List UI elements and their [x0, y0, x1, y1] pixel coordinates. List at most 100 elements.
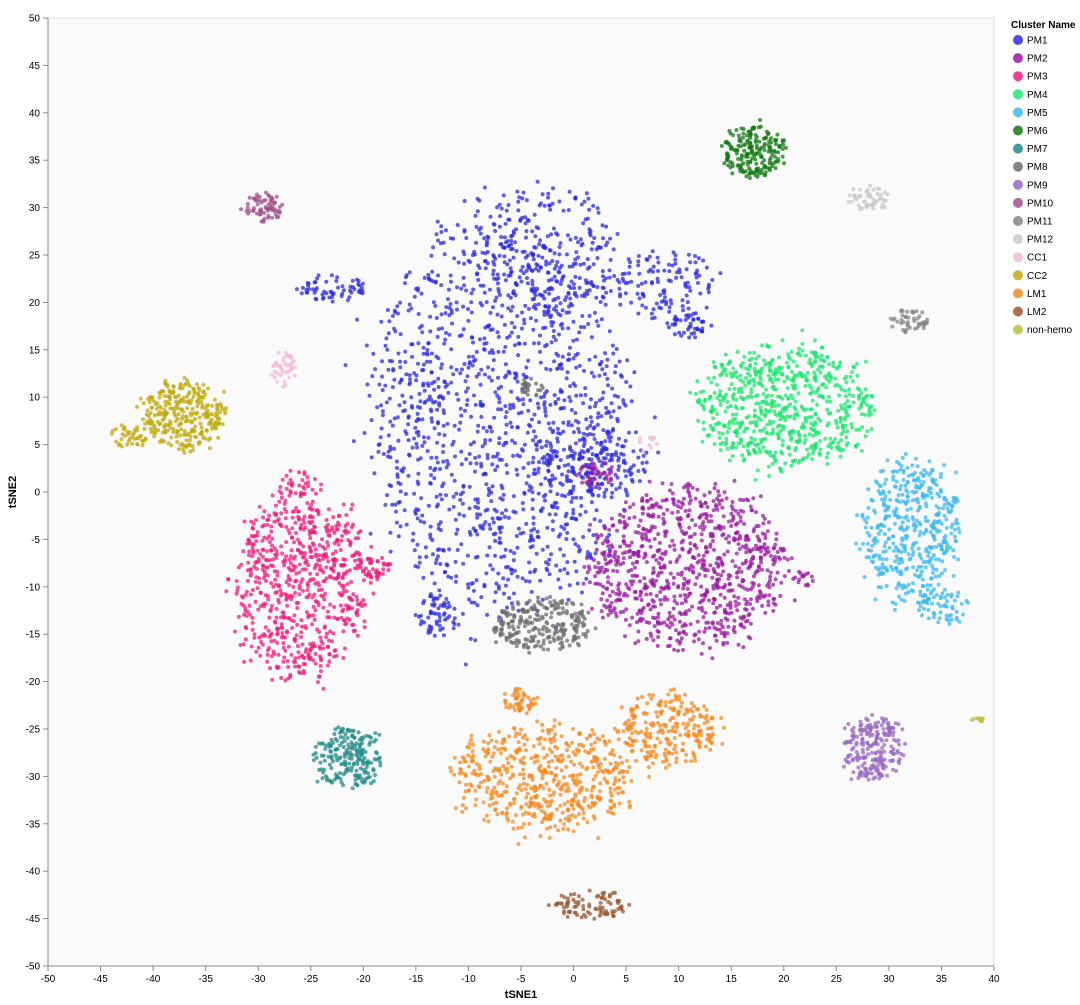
data-point [707, 433, 712, 437]
data-point [302, 486, 307, 491]
data-point [478, 337, 482, 342]
data-point [707, 625, 712, 630]
data-point [461, 327, 466, 332]
data-point [687, 608, 692, 613]
data-point [564, 376, 569, 381]
data-point [825, 461, 830, 466]
data-point [475, 429, 480, 434]
data-point [564, 295, 569, 300]
data-point [708, 563, 713, 568]
data-point [581, 261, 586, 266]
data-point [716, 489, 721, 494]
data-point [609, 465, 614, 469]
data-point [513, 240, 517, 245]
data-point [570, 466, 575, 471]
data-point [625, 585, 630, 590]
data-point [234, 579, 239, 583]
data-point [788, 414, 793, 419]
data-point [731, 421, 736, 426]
data-point [488, 287, 492, 292]
data-point [435, 407, 440, 412]
data-point [933, 574, 938, 579]
data-point [583, 278, 588, 283]
data-point [725, 549, 730, 554]
data-point [636, 639, 641, 644]
data-point [882, 481, 887, 486]
data-point [424, 359, 429, 364]
data-point [331, 631, 336, 636]
data-point [339, 538, 344, 543]
data-point [440, 626, 445, 631]
data-point [707, 646, 712, 650]
data-point [234, 591, 239, 596]
data-point [551, 329, 556, 333]
data-point [608, 236, 613, 241]
data-point [379, 403, 383, 408]
data-point [490, 327, 495, 332]
data-point [302, 472, 307, 477]
data-point [440, 484, 445, 489]
data-point [449, 380, 454, 385]
data-point [636, 629, 641, 634]
data-point [472, 249, 477, 254]
data-point [790, 459, 795, 464]
data-point [530, 268, 535, 273]
data-point [931, 533, 936, 538]
data-point [554, 454, 559, 459]
data-point [386, 367, 391, 372]
data-point [288, 468, 293, 473]
data-point [570, 303, 575, 308]
data-point [738, 519, 743, 524]
data-point [712, 442, 717, 447]
data-point [312, 592, 317, 597]
data-point [553, 476, 558, 481]
data-point [304, 610, 309, 615]
data-point [730, 507, 735, 512]
data-point [455, 527, 460, 532]
data-point [480, 444, 485, 449]
data-point [418, 456, 423, 461]
data-point [609, 482, 614, 487]
data-point [644, 450, 649, 455]
data-point [829, 445, 834, 450]
data-point [697, 629, 702, 634]
data-point [436, 376, 441, 381]
data-point [695, 399, 700, 404]
data-point [930, 495, 934, 500]
data-point [571, 282, 576, 287]
data-point [701, 553, 706, 558]
data-point [605, 598, 610, 603]
data-point [290, 526, 295, 531]
data-point [621, 460, 626, 465]
data-point [414, 286, 418, 291]
data-point [639, 598, 644, 602]
data-point [443, 311, 448, 316]
data-point [866, 413, 871, 418]
data-point [633, 430, 638, 435]
data-point [599, 597, 604, 602]
data-point [635, 291, 640, 296]
data-point [629, 540, 634, 545]
data-point [875, 525, 880, 530]
data-point [410, 445, 415, 450]
data-point [537, 242, 542, 247]
data-point [480, 250, 485, 255]
data-point [328, 629, 333, 634]
data-point [491, 268, 496, 273]
data-point [622, 541, 627, 546]
data-point [387, 319, 392, 324]
data-point [398, 300, 403, 305]
data-point [748, 597, 753, 602]
data-point [496, 281, 500, 286]
data-point [590, 471, 595, 476]
data-point [295, 606, 300, 610]
data-point [245, 578, 250, 583]
data-point [903, 483, 908, 488]
data-point [573, 353, 578, 358]
data-point [249, 644, 254, 649]
data-point [670, 263, 675, 268]
data-point [462, 199, 467, 203]
data-point [651, 581, 656, 586]
data-point [630, 561, 635, 566]
data-point [695, 326, 700, 331]
